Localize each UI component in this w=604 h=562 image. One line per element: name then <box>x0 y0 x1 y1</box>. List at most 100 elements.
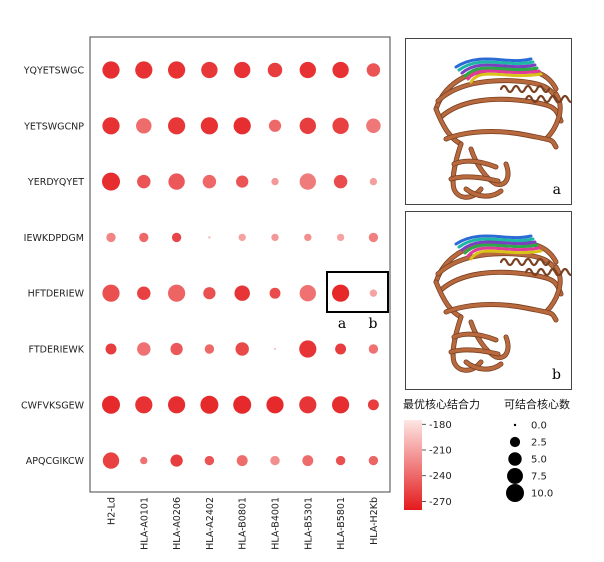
bubble <box>105 343 117 355</box>
bubble <box>299 173 316 190</box>
structure-panel-a: a <box>405 38 572 205</box>
bubble <box>136 118 152 134</box>
bubble <box>273 347 277 351</box>
bubble <box>102 61 120 79</box>
bubble <box>304 233 312 242</box>
bubbles <box>102 61 381 469</box>
bubble <box>369 289 378 297</box>
size-legend-dot <box>509 436 521 448</box>
bubble <box>135 61 153 79</box>
bubble <box>369 177 378 186</box>
bubble <box>236 175 249 188</box>
size-legend: 0.0 2.5 5.0 7.5 10.0 <box>506 421 553 502</box>
bubble <box>238 233 246 242</box>
column-label: HLA-H2Kb <box>369 497 380 545</box>
bubble <box>269 287 281 299</box>
bubble <box>106 232 116 243</box>
highlight-label-a: a <box>338 316 346 332</box>
bubble <box>168 284 186 302</box>
bubble <box>271 177 279 186</box>
bubble <box>102 284 120 302</box>
protein-structure-a <box>433 57 571 200</box>
bubble <box>332 61 349 79</box>
bubble <box>366 118 381 134</box>
row-label: YETSWGCNP <box>23 121 84 132</box>
bubble <box>137 342 151 356</box>
panel-label-b: b <box>552 367 561 383</box>
column-label: HLA-A0206 <box>172 497 183 550</box>
bubble <box>266 396 284 414</box>
bubble <box>366 63 381 77</box>
highlight-label-b: b <box>369 316 378 332</box>
bubble <box>335 455 346 466</box>
row-label: CWFVKSGEW <box>21 400 85 411</box>
bubble <box>336 233 345 242</box>
bubble <box>204 455 215 466</box>
panel-label-a: a <box>552 182 561 198</box>
size-legend-dot <box>506 484 524 502</box>
color-tick-label: -270 <box>429 497 452 508</box>
bubble <box>299 340 317 358</box>
bubble <box>168 173 185 190</box>
bubble <box>368 344 379 354</box>
size-legend-label: 10.0 <box>531 489 553 500</box>
protein-ribbon <box>433 66 571 200</box>
bubble <box>367 399 379 411</box>
size-legend-label: 5.0 <box>531 455 547 466</box>
color-legend-ticks: -180 -210 -240 -270 <box>422 420 452 508</box>
bubble <box>299 285 316 302</box>
bubble <box>236 455 248 467</box>
row-label: APQCGIKCW <box>26 456 85 467</box>
bubble <box>203 287 216 300</box>
column-label: HLA-A2402 <box>205 497 216 550</box>
bubble <box>208 236 211 239</box>
bubble <box>235 342 249 356</box>
column-labels: H2-Ld HLA-A0101 HLA-A0206 HLA-A2402 HLA-B080… <box>107 497 380 550</box>
bubble <box>233 117 251 135</box>
bubble <box>168 117 186 135</box>
bubble <box>137 286 151 300</box>
size-legend-label: 0.0 <box>531 421 547 432</box>
column-label: HLA-B5801 <box>336 497 347 550</box>
bubble <box>299 61 316 79</box>
color-tick-label: -180 <box>429 420 452 431</box>
bubble <box>102 117 120 135</box>
size-legend-label: 2.5 <box>531 438 547 449</box>
colorbar <box>404 420 422 510</box>
bubble <box>168 61 186 79</box>
bubble <box>137 174 151 189</box>
bubble <box>299 396 317 414</box>
bubble <box>200 117 218 135</box>
size-legend-label: 7.5 <box>531 472 547 483</box>
bubble <box>335 343 347 355</box>
bubble <box>271 233 279 242</box>
bubble <box>102 395 120 414</box>
bubble <box>268 119 282 132</box>
size-legend-dot <box>513 423 517 427</box>
bubble <box>140 456 148 465</box>
bubble <box>202 174 217 189</box>
bubble <box>102 172 120 191</box>
row-label: HFTDERIEW <box>28 289 85 300</box>
row-label: YQYETSWGC <box>23 66 85 77</box>
row-label: FTDERIEWK <box>29 345 85 356</box>
bubble <box>233 395 252 414</box>
bubble <box>299 117 316 134</box>
bubble <box>170 342 183 356</box>
bubble <box>139 232 149 243</box>
color-tick-label: -210 <box>429 446 452 457</box>
size-legend-dot <box>508 452 522 466</box>
color-tick-label: -240 <box>429 471 452 482</box>
bubble <box>170 454 183 467</box>
column-label: HLA-B0801 <box>238 497 249 550</box>
bubble <box>135 396 153 414</box>
bubble <box>302 455 314 467</box>
bubble <box>332 284 350 302</box>
bubble <box>267 62 283 78</box>
structure-panel-b: b <box>405 211 572 390</box>
protein-ribbon <box>433 239 571 373</box>
column-label: HLA-B4001 <box>271 497 282 550</box>
bubble <box>333 174 348 189</box>
size-legend-dot <box>507 468 523 484</box>
